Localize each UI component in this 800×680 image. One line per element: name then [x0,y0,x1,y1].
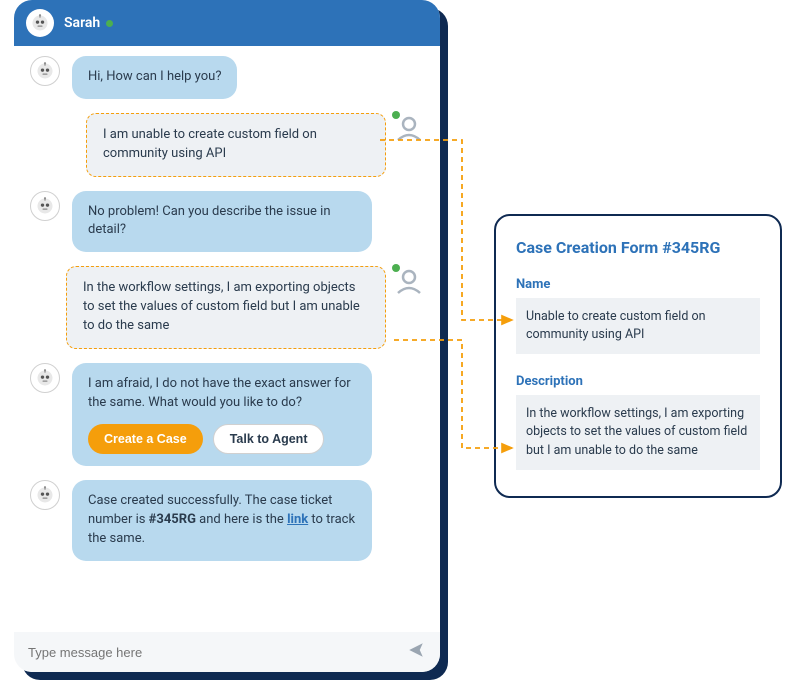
bot-avatar-icon [30,191,60,221]
form-desc-label: Description [516,374,760,389]
bot-avatar-icon [30,363,60,393]
chat-window: Sarah Hi, How can I help you? I am unabl… [14,0,440,672]
message-bubble: I am unable to create custom field on co… [86,113,386,177]
message-bubble: In the workflow settings, I am exporting… [66,266,386,349]
message-bubble: Case created successfully. The case tick… [72,480,372,561]
message-row: I am afraid, I do not have the exact ans… [30,363,424,467]
message-bubble: Hi, How can I help you? [72,56,237,99]
send-icon[interactable] [406,641,426,664]
chat-header: Sarah [14,0,440,46]
status-indicator-icon [392,111,400,119]
form-desc-value: In the workflow settings, I am exporting… [516,395,760,469]
action-buttons: Create a Case Talk to Agent [88,424,356,454]
message-row: Case created successfully. The case tick… [30,480,424,561]
form-title: Case Creation Form #345RG [516,238,760,257]
message-bubble: I am afraid, I do not have the exact ans… [72,363,372,467]
user-avatar-icon [394,266,424,296]
message-row: No problem! Can you describe the issue i… [30,191,424,253]
header-agent-name: Sarah [64,15,100,31]
message-row: In the workflow settings, I am exporting… [30,266,424,349]
bot-avatar-icon [30,480,60,510]
status-indicator-icon [106,20,113,27]
message-input[interactable] [28,645,406,660]
ticket-number: #345RG [149,512,196,527]
message-bubble: No problem! Can you describe the issue i… [72,191,372,253]
form-name-value: Unable to create custom field on communi… [516,298,760,354]
user-avatar-icon [394,113,424,143]
bot-avatar-icon [30,56,60,86]
form-name-label: Name [516,277,760,292]
message-row: Hi, How can I help you? [30,56,424,99]
message-row: I am unable to create custom field on co… [30,113,424,177]
create-case-button[interactable]: Create a Case [88,424,203,454]
bot-avatar-icon [26,9,54,37]
case-form-card: Case Creation Form #345RG Name Unable to… [494,214,782,498]
track-link[interactable]: link [287,512,308,527]
chat-body: Hi, How can I help you? I am unable to c… [14,46,440,632]
talk-to-agent-button[interactable]: Talk to Agent [213,424,325,454]
message-text: I am afraid, I do not have the exact ans… [88,376,351,410]
chat-input-bar [14,632,440,672]
message-text: and here is the [196,512,287,527]
